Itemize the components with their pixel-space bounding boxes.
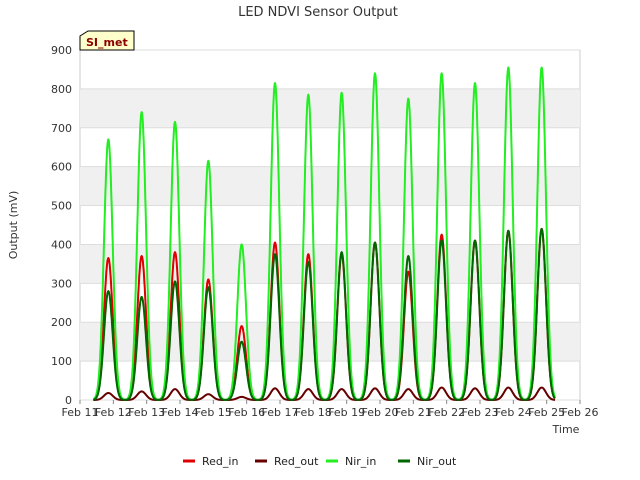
x-tick-label: Feb 15 (195, 406, 232, 419)
y-tick-label: 400 (51, 238, 72, 251)
legend-item: Nir_out (417, 455, 457, 468)
x-tick-label: Feb 17 (262, 406, 299, 419)
x-tick-label: Feb 12 (95, 406, 132, 419)
y-tick-label: 500 (51, 200, 72, 213)
y-axis: 0 100 200 300 400 500 600 700 800 900 (51, 44, 72, 407)
x-tick-label: Feb 14 (162, 406, 199, 419)
x-tick-label: Feb 21 (395, 406, 432, 419)
grid-band (80, 166, 580, 206)
y-tick-label: 0 (65, 394, 72, 407)
grid-band (80, 322, 580, 362)
site-badge: SI_met (79, 30, 135, 51)
x-tick-label: Feb 24 (495, 406, 532, 419)
chart-title: LED NDVI Sensor Output (238, 5, 398, 20)
y-axis-title: Output (mV) (7, 191, 20, 260)
x-tick-label: Feb 19 (328, 406, 365, 419)
series-layer (92, 66, 556, 401)
x-tick-label: Feb 22 (428, 406, 465, 419)
x-tick-label: Feb 26 (562, 406, 599, 419)
y-tick-label: 300 (51, 277, 72, 290)
y-tick-label: 700 (51, 122, 72, 135)
y-tick-label: 800 (51, 83, 72, 96)
x-tick-label: Feb 25 (528, 406, 565, 419)
y-tick-label: 900 (51, 44, 72, 57)
x-tick-label: Feb 13 (128, 406, 165, 419)
grid-band (80, 244, 580, 284)
legend-item: Red_out (274, 455, 319, 468)
y-tick-label: 600 (51, 161, 72, 174)
y-tick-label: 100 (51, 355, 72, 368)
x-tick-label: Feb 11 (62, 406, 99, 419)
x-tick-label: Feb 18 (295, 406, 332, 419)
x-axis-title: Time (552, 423, 580, 436)
legend: Red_in Red_out Nir_in Nir_out (183, 455, 457, 468)
grid-band (80, 88, 580, 128)
series-line-nir-out (92, 227, 556, 401)
x-tick-label: Feb 16 (228, 406, 265, 419)
y-tick-label: 200 (51, 316, 72, 329)
legend-item: Nir_in (345, 455, 376, 468)
plot-background (79, 49, 581, 401)
site-label: SI_met (86, 36, 128, 49)
x-tick-label: Feb 20 (362, 406, 399, 419)
legend-item: Red_in (202, 455, 238, 468)
x-tick-label: Feb 23 (462, 406, 499, 419)
